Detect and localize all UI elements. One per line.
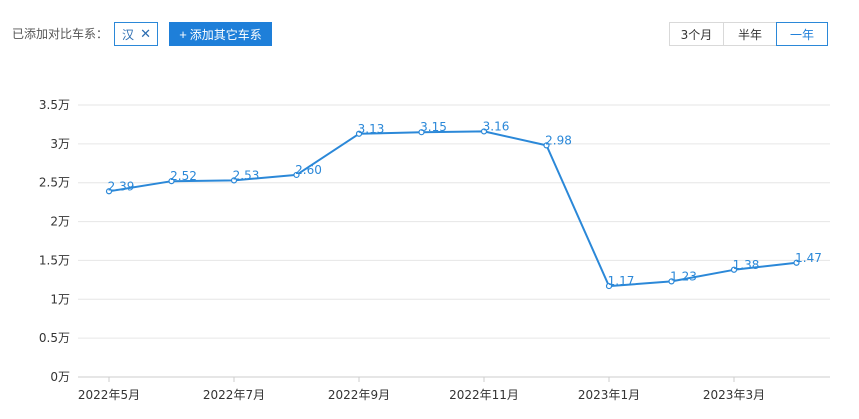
data-point	[105, 188, 113, 195]
add-series-label: 添加其它车系	[189, 27, 262, 42]
data-point	[293, 171, 300, 179]
range-half-year-button[interactable]: 半年	[723, 22, 777, 46]
data-label: 1.17	[608, 274, 635, 288]
x-tick-label: 2022年5月	[78, 388, 140, 402]
time-range-selector: 3个月 半年 一年	[669, 22, 828, 46]
y-tick-label: 2.5万	[39, 176, 70, 190]
data-point	[793, 259, 800, 266]
data-point	[355, 130, 363, 137]
data-label: 2.60	[295, 163, 322, 177]
data-label: 2.52	[170, 169, 197, 183]
y-tick-label: 0万	[50, 370, 70, 384]
data-label: 1.23	[670, 269, 697, 283]
data-label: 2.53	[233, 168, 260, 182]
y-tick-label: 3万	[50, 137, 70, 151]
data-point	[668, 278, 675, 285]
x-tick-label: 2022年11月	[449, 388, 519, 402]
data-label: 3.15	[420, 120, 447, 134]
plus-icon: +	[179, 26, 187, 42]
compare-toolbar: 已添加对比车系： 汉 ✕ + 添加其它车系 3个月 半年 一年	[0, 0, 859, 60]
y-tick-label: 1.5万	[39, 253, 70, 267]
data-point	[543, 142, 550, 149]
selected-series-chip[interactable]: 汉 ✕	[114, 22, 158, 46]
x-tick-label: 2022年7月	[203, 388, 265, 402]
data-point	[480, 128, 488, 135]
y-tick-label: 1万	[50, 292, 70, 306]
add-series-button[interactable]: + 添加其它车系	[169, 22, 272, 46]
y-tick-label: 2万	[50, 215, 70, 229]
data-point	[730, 266, 738, 273]
x-tick-label: 2023年3月	[703, 388, 765, 402]
compare-label: 已添加对比车系：	[12, 27, 109, 41]
data-label: 1.38	[733, 258, 760, 272]
data-label: 3.13	[358, 122, 385, 136]
chip-label: 汉	[122, 27, 135, 42]
data-point	[230, 177, 238, 184]
data-label: 2.39	[108, 179, 135, 193]
data-label: 2.98	[545, 133, 572, 147]
close-icon[interactable]: ✕	[140, 26, 151, 42]
y-tick-label: 0.5万	[39, 331, 70, 345]
series-line	[108, 130, 797, 288]
data-label: 3.16	[483, 119, 510, 133]
range-one-year-button[interactable]: 一年	[776, 22, 828, 46]
x-tick-label: 2023年1月	[578, 388, 640, 402]
data-point	[168, 178, 175, 185]
data-point	[418, 129, 425, 136]
data-label: 1.47	[795, 251, 822, 265]
x-tick-label: 2022年9月	[328, 388, 390, 402]
y-tick-label: 3.5万	[39, 98, 70, 112]
data-point	[605, 282, 613, 290]
